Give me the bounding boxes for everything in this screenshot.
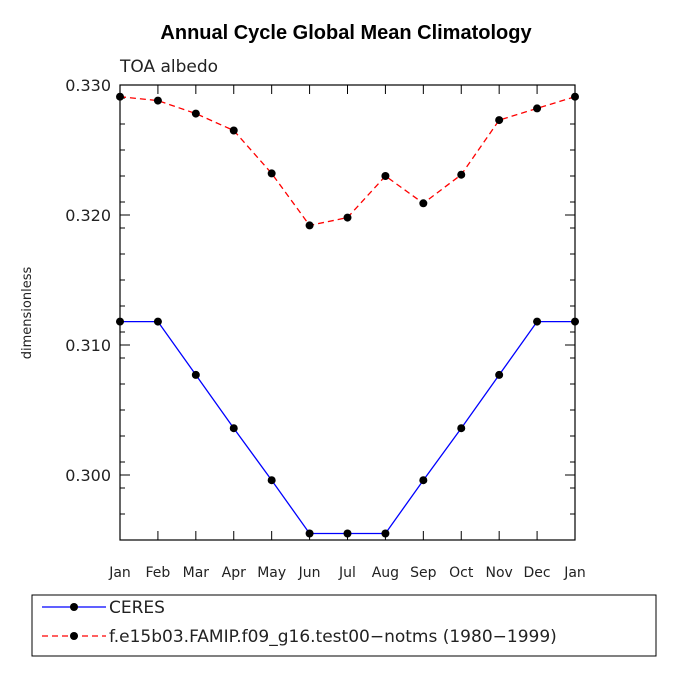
x-tick-label: Feb: [146, 565, 171, 581]
series-0: [116, 317, 579, 538]
chart-subtitle: TOA albedo: [119, 57, 218, 77]
data-point: [153, 317, 162, 326]
data-point: [571, 92, 579, 101]
chart-title: Annual Cycle Global Mean Climatology: [160, 22, 532, 44]
y-tick-label: 0.300: [65, 466, 111, 485]
legend-marker: [70, 632, 78, 640]
data-point: [457, 424, 466, 433]
plot-frame: [119, 84, 576, 541]
series-1: [116, 92, 579, 230]
data-point: [305, 529, 314, 538]
tick-marks: [119, 84, 576, 541]
data-point: [381, 529, 390, 538]
data-point: [457, 170, 466, 179]
data-point: [381, 172, 390, 180]
data-point: [419, 199, 428, 208]
series-layer: [116, 92, 579, 538]
data-point: [229, 126, 238, 135]
x-tick-labels: Jan Feb Mar Apr May Jun Jul Aug Sep Oct Nov Dec Jan: [108, 565, 586, 581]
data-point: [495, 370, 504, 379]
x-tick-label: May: [257, 565, 286, 581]
data-point: [343, 529, 352, 538]
x-tick-label: Mar: [183, 565, 210, 581]
legend-marker: [70, 603, 78, 611]
x-tick-label: Jul: [338, 565, 356, 581]
data-point: [419, 476, 428, 485]
data-point: [191, 370, 200, 379]
x-tick-label: Jun: [298, 565, 321, 581]
y-tick-labels: 0.300 0.310 0.320 0.330: [65, 76, 111, 485]
legend-entry-1: f.e15b03.FAMIP.f09_g16.test00−notms (198…: [42, 627, 557, 647]
x-tick-label: Dec: [524, 565, 551, 581]
x-tick-label: Jan: [108, 565, 131, 581]
x-tick-label: Jan: [563, 565, 586, 581]
legend-label: f.e15b03.FAMIP.f09_g16.test00−notms (198…: [109, 627, 557, 647]
data-point: [533, 104, 542, 113]
data-point: [153, 96, 162, 105]
x-tick-label: Nov: [486, 565, 513, 581]
y-tick-label: 0.310: [65, 336, 111, 355]
data-point: [533, 317, 542, 326]
x-tick-label: Apr: [222, 565, 246, 581]
y-tick-label: 0.320: [65, 206, 111, 225]
data-point: [267, 476, 276, 485]
y-axis-label: dimensionless: [20, 267, 35, 360]
x-tick-label: Sep: [410, 565, 437, 581]
data-point: [229, 424, 238, 433]
data-point: [343, 213, 352, 222]
data-point: [116, 92, 124, 101]
data-point: [191, 109, 200, 118]
legend-box: [31, 594, 657, 657]
x-tick-label: Aug: [372, 565, 399, 581]
legend: CERES f.e15b03.FAMIP.f09_g16.test00−notms…: [42, 598, 557, 647]
legend-entry-0: CERES: [42, 598, 165, 618]
data-point: [267, 169, 276, 178]
data-point: [116, 317, 124, 326]
data-point: [571, 317, 579, 326]
series-line-0: [120, 320, 575, 535]
data-point: [495, 116, 504, 125]
data-point: [305, 221, 314, 230]
x-tick-label: Oct: [449, 565, 474, 581]
legend-label: CERES: [109, 598, 165, 618]
series-line-1: [119, 96, 576, 227]
y-tick-label: 0.330: [65, 76, 111, 95]
